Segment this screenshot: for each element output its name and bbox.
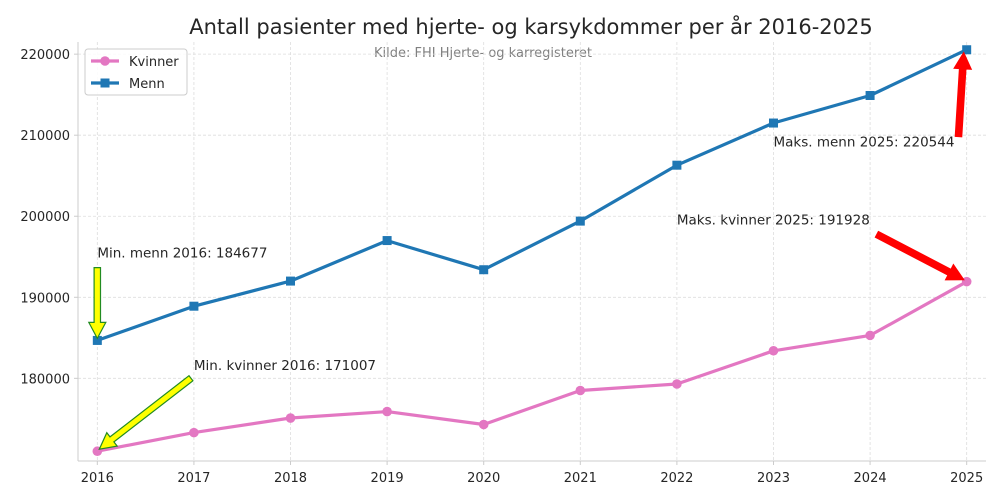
annotation-arrow — [87, 267, 107, 340]
x-tick-label: 2023 — [757, 471, 790, 486]
legend: Kvinner Menn — [84, 48, 188, 96]
data-point — [382, 236, 392, 246]
axes: 2016 2017 2018 2019 2020 2021 2022 2023 2024 2025… — [20, 42, 986, 486]
data-point — [768, 345, 779, 356]
chart-title: Antall pasienter med hjerte- og karsykdo… — [189, 14, 872, 39]
data-point — [189, 301, 199, 311]
legend-marker — [100, 78, 110, 88]
chart-subtitle: Kilde: FHI Hjerte- og karregisteret — [374, 46, 592, 61]
annotation-arrow — [953, 51, 973, 138]
data-point — [189, 427, 199, 438]
y-tick-label: 220000 — [20, 48, 70, 63]
data-point — [285, 413, 296, 423]
legend-label: Kvinner — [129, 55, 179, 70]
x-tick-label: 2016 — [81, 471, 114, 486]
series-line-menn — [95, 48, 969, 342]
data-point — [286, 276, 296, 286]
data-point — [672, 379, 682, 389]
data-point — [575, 216, 585, 226]
x-tick-label: 2020 — [467, 471, 500, 486]
annotation-label: Maks. kvinner 2025: 191928 — [677, 212, 870, 228]
data-point — [672, 160, 682, 170]
annotation-label: Min. kvinner 2016: 171007 — [194, 358, 376, 374]
x-tick-label: 2025 — [950, 471, 983, 486]
annotation-label: Min. menn 2016: 184677 — [97, 246, 267, 262]
annotation-arrow — [874, 230, 965, 281]
data-point — [382, 406, 392, 417]
data-point — [575, 385, 586, 396]
y-tick-label: 210000 — [20, 129, 70, 144]
data-point — [962, 45, 972, 55]
annotations: Min. menn 2016: 184677 Min. kvinner 2016:… — [87, 51, 973, 450]
x-tick-label: 2022 — [660, 471, 693, 486]
x-tick-label: 2021 — [564, 471, 597, 486]
y-tick-label: 200000 — [20, 210, 70, 225]
annotation-arrow — [98, 374, 194, 450]
legend-marker — [100, 56, 110, 66]
data-point — [768, 118, 778, 128]
x-tick-label: 2018 — [274, 471, 307, 486]
series-line-kvinner — [95, 280, 969, 453]
y-tick-label: 190000 — [20, 291, 70, 306]
data-point — [865, 90, 875, 100]
x-tick-label: 2024 — [854, 471, 887, 486]
y-tick-label: 180000 — [20, 372, 70, 387]
x-tick-label: 2019 — [371, 471, 404, 486]
annotation-label: Maks. menn 2025: 220544 — [773, 135, 954, 151]
data-point — [479, 265, 489, 275]
data-point — [961, 276, 972, 287]
data-point — [92, 335, 102, 345]
data-point — [865, 330, 875, 341]
series-layer — [92, 45, 972, 457]
x-tick-label: 2017 — [177, 471, 210, 486]
legend-label: Menn — [129, 77, 165, 92]
data-point — [478, 419, 489, 430]
